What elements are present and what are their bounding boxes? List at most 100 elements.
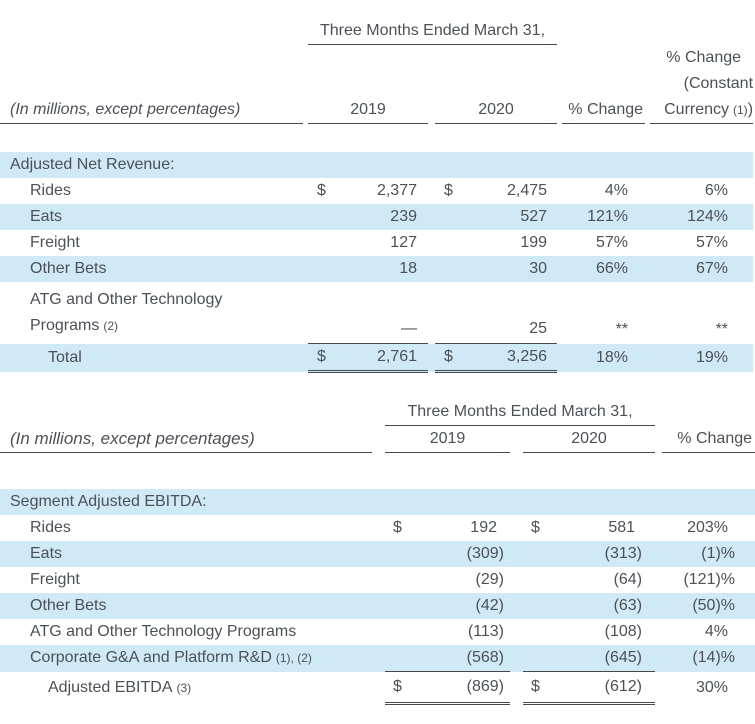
pct-change-constant-currency: 124%: [650, 204, 754, 230]
value-2020: 581: [608, 519, 636, 536]
value-2020: 3,256: [457, 343, 558, 373]
value-2020: 25: [457, 282, 558, 344]
table-row: Rides $ 2,377 $ 2,475 4% 6%: [0, 178, 753, 204]
units-note: (In millions, except percentages): [0, 425, 372, 453]
row-label: Freight: [30, 571, 80, 588]
pct-change: (121)%: [683, 571, 736, 588]
value-2019: 2,377: [376, 182, 417, 199]
value-2019: (113): [467, 623, 504, 640]
row-label: Other Bets: [0, 256, 303, 282]
pct-change-constant-currency: 6%: [704, 182, 729, 199]
col-header-2020: 2020: [435, 97, 558, 124]
value-2019: —: [330, 282, 428, 344]
dollar-sign: $: [393, 519, 402, 536]
value-2020: (63): [545, 593, 656, 619]
section-row: Adjusted Net Revenue:: [0, 152, 754, 178]
pct-change: 4%: [604, 182, 629, 199]
value-2020: 527: [457, 204, 558, 230]
period-header: Three Months Ended March 31,: [385, 399, 656, 426]
value-2020: (313): [545, 541, 656, 567]
table-row: Rides $ 192 $ 581 203%: [0, 515, 755, 541]
table-row: Corporate G&A and Platform R&D (1), (2) (…: [0, 645, 755, 672]
period-header-row: Three Months Ended March 31,: [0, 399, 755, 426]
value-2019: 239: [330, 204, 428, 230]
row-label: ATG and Other Technology Programs: [30, 623, 297, 640]
dollar-sign: $: [444, 182, 453, 199]
section-row: Segment Adjusted EBITDA:: [0, 489, 755, 515]
pct-change: (1)%: [662, 541, 755, 567]
value-2019: 2,761: [330, 343, 428, 373]
value-2019: 127: [390, 234, 417, 251]
value-2020: (645): [545, 645, 656, 672]
row-label: Eats: [0, 541, 372, 567]
pct-change: 66%: [562, 256, 646, 282]
row-label: Adjusted EBITDA (3): [48, 678, 192, 696]
row-label: Eats: [0, 204, 303, 230]
value-2019: (869): [407, 671, 510, 705]
cc-header-line2-row: (Constant: [0, 71, 753, 97]
col-header-cc-line3: Currency (1)): [650, 97, 754, 124]
value-2019: (42): [407, 593, 510, 619]
adjusted-net-revenue-table: Three Months Ended March 31, % Change (C…: [0, 18, 754, 373]
column-header-row: (In millions, except percentages) 2019 2…: [0, 425, 755, 453]
footnote-ref: (1), (2): [275, 651, 312, 666]
col-header-cc-line1: % Change: [666, 48, 742, 66]
section-label: Segment Adjusted EBITDA:: [0, 489, 755, 515]
segment-adjusted-ebitda-table: Three Months Ended March 31, (In million…: [0, 399, 755, 705]
total-row: Adjusted EBITDA (3) $ (869) $ (612) 30%: [0, 671, 755, 705]
pct-change: 203%: [687, 519, 729, 536]
pct-change-constant-currency: 57%: [695, 234, 729, 251]
pct-change: 4%: [704, 623, 729, 640]
table-row: Other Bets (42) (63) (50)%: [0, 593, 755, 619]
table-row: ATG and Other Technology Programs (113) …: [0, 619, 755, 645]
value-2019: 192: [470, 519, 497, 536]
table-row: Other Bets 18 30 66% 67%: [0, 256, 754, 282]
row-label: Freight: [30, 234, 80, 251]
dollar-sign: $: [523, 671, 545, 705]
pct-change-constant-currency: **: [715, 320, 729, 338]
period-header: Three Months Ended March 31,: [308, 18, 558, 45]
pct-change: 30%: [695, 678, 729, 696]
value-2020: 30: [457, 256, 558, 282]
table-row: Freight (29) (64) (121)%: [0, 567, 755, 593]
table-row: Eats 239 527 121% 124%: [0, 204, 754, 230]
pct-change: (50)%: [662, 593, 755, 619]
pct-change: 121%: [562, 204, 646, 230]
table-row: Freight 127 199 57% 57%: [0, 230, 753, 256]
row-label: Corporate G&A and Platform R&D (1), (2): [0, 645, 372, 672]
cc-header-line1-row: % Change: [0, 45, 753, 72]
table-row: ATG and Other Technology Programs (2) — 2…: [0, 282, 753, 344]
dollar-sign: $: [385, 671, 407, 705]
section-label: Adjusted Net Revenue:: [0, 152, 754, 178]
dollar-sign: $: [435, 343, 457, 373]
pct-change-constant-currency: 67%: [650, 256, 754, 282]
pct-change: 18%: [562, 343, 646, 372]
col-header-2019: 2019: [308, 97, 428, 124]
row-label: Rides: [30, 519, 71, 536]
col-header-pct-change: % Change: [662, 425, 755, 453]
pct-change: (14)%: [662, 645, 755, 672]
dollar-sign: $: [317, 182, 326, 199]
value-2020: (64): [613, 571, 643, 588]
dollar-sign: $: [308, 343, 330, 373]
footnote-ref: (1): [733, 103, 748, 117]
value-2020: 199: [520, 234, 548, 251]
col-header-cc-line2: (Constant: [683, 75, 754, 92]
value-2019: (309): [407, 541, 510, 567]
units-note: (In millions, except percentages): [0, 97, 303, 124]
col-header-pct-change: % Change: [562, 97, 646, 124]
column-header-row: (In millions, except percentages) 2019 2…: [0, 97, 754, 124]
row-label: ATG and Other Technology Programs (2): [30, 290, 223, 334]
col-header-2020: 2020: [523, 425, 656, 453]
value-2020: 2,475: [506, 182, 548, 199]
pct-change: **: [615, 320, 629, 338]
footnote-ref: (3): [176, 680, 192, 695]
table-row: Eats (309) (313) (1)%: [0, 541, 755, 567]
pct-change-constant-currency: 19%: [650, 343, 754, 372]
row-label: Rides: [30, 182, 71, 199]
row-label: Total: [0, 343, 303, 372]
value-2019: (29): [475, 571, 504, 588]
row-label: Other Bets: [0, 593, 372, 619]
value-2019: 18: [330, 256, 428, 282]
